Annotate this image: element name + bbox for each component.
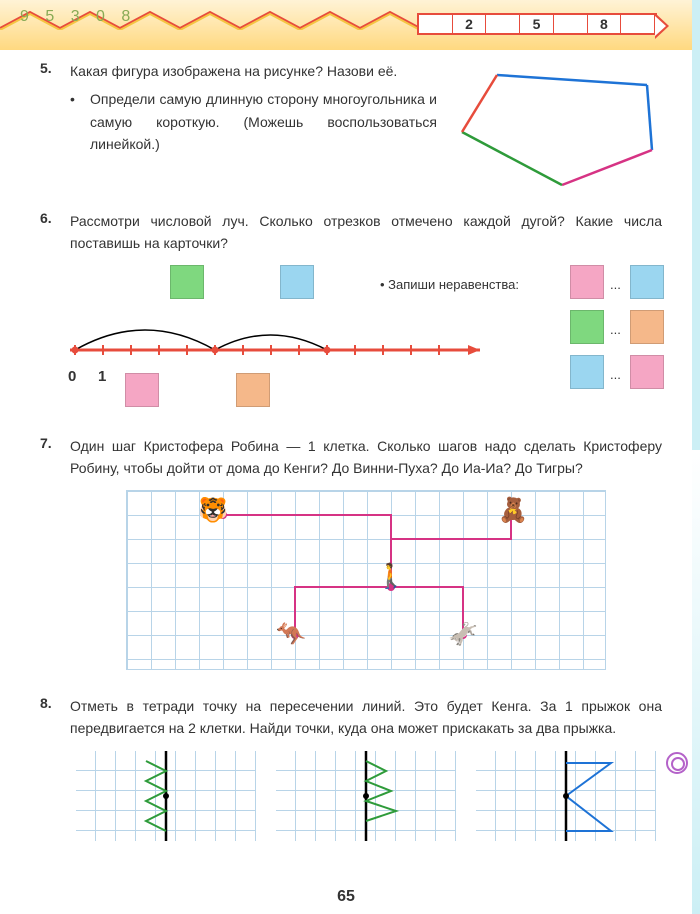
nl-one: 1	[98, 365, 106, 389]
ellipsis: ...	[610, 320, 621, 341]
strip-cell: 2	[453, 15, 487, 33]
green-square	[570, 310, 604, 344]
blue-square	[280, 265, 314, 299]
strip-cell: 5	[520, 15, 554, 33]
ellipsis: ...	[610, 275, 621, 296]
orange-square	[236, 373, 270, 407]
task-6: 6. Рассмотри числовой луч. Сколько отрез…	[40, 210, 662, 415]
task6-text: Рассмотри числовой луч. Сколько отрезков…	[70, 210, 662, 255]
inequality-label: • Запиши неравенства:	[380, 275, 519, 296]
task7-text: Один шаг Кристофера Робина — 1 клетка. С…	[70, 435, 662, 480]
mini-grid-3	[476, 751, 656, 841]
pink-square	[630, 355, 664, 389]
pink-square	[570, 265, 604, 299]
bear-icon: 🧸	[497, 495, 529, 527]
task-number: 7.	[40, 435, 60, 670]
task-number: 6.	[40, 210, 60, 415]
task-number: 5.	[40, 60, 60, 190]
strip-cell	[419, 15, 453, 33]
strip-cell	[554, 15, 588, 33]
number-strip: 2 5 8	[417, 13, 657, 35]
boy-icon: 🚶	[375, 561, 407, 593]
number-line-diagram: • Запиши неравенства: ... ... ...	[70, 265, 662, 415]
donkey-icon: 🫏	[447, 619, 479, 651]
orange-square	[630, 310, 664, 344]
tiger-icon: 🐯	[197, 495, 229, 527]
task-8: 8. Отметь в тетради точку на пересечении…	[40, 695, 662, 842]
pink-square	[125, 373, 159, 407]
task5-question2: Определи самую длинную сторону многоугол…	[90, 88, 437, 155]
task8-grids	[70, 751, 662, 841]
strip-cell: 8	[588, 15, 622, 33]
page-number: 65	[337, 888, 355, 906]
ellipsis: ...	[610, 365, 621, 386]
bullet-icon: •	[70, 88, 80, 155]
task5-question1: Какая фигура изображена на рисунке? Назо…	[70, 60, 437, 82]
spiral-icon	[666, 752, 688, 774]
green-square	[170, 265, 204, 299]
pentagon-figure	[452, 60, 662, 190]
task-number: 8.	[40, 695, 60, 842]
nl-zero: 0	[68, 365, 76, 389]
blue-square	[630, 265, 664, 299]
strip-cell	[486, 15, 520, 33]
kanga-icon: 🦘	[275, 619, 307, 651]
task8-text: Отметь в тетради точку на пересечении ли…	[70, 695, 662, 740]
strip-cell	[621, 15, 655, 33]
blue-square	[570, 355, 604, 389]
number-line-svg	[70, 305, 500, 375]
arrow-icon	[655, 13, 669, 39]
task-5: 5. Какая фигура изображена на рисунке? Н…	[40, 60, 662, 190]
task7-grid: 🐯 🧸 🚶 🦘 🫏	[126, 490, 606, 670]
mini-grid-1	[76, 751, 256, 841]
header-band: 9 5 3 0 8 2 5 8	[0, 0, 692, 50]
mini-grid-2	[276, 751, 456, 841]
task-7: 7. Один шаг Кристофера Робина — 1 клетка…	[40, 435, 662, 670]
header-deco-nums: 9 5 3 0 8	[20, 8, 136, 26]
